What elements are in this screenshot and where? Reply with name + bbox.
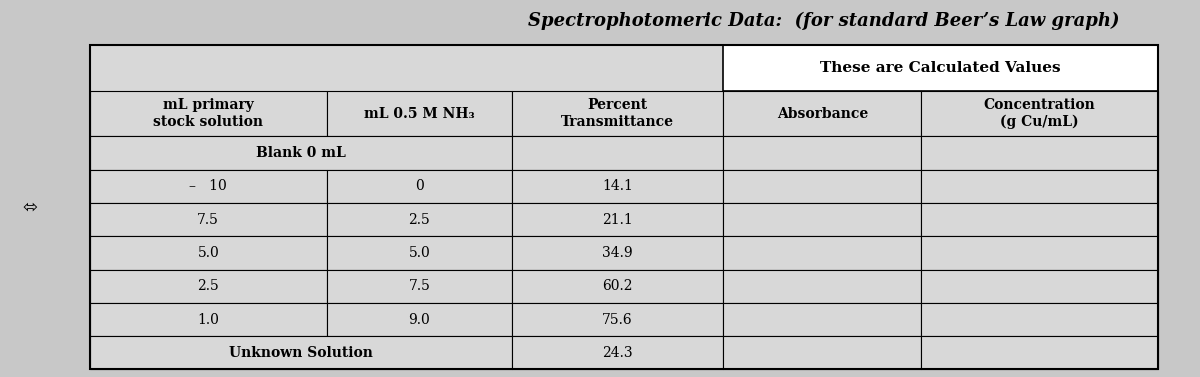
Bar — [922, 136, 1158, 170]
Text: Concentration
(g Cu/mL): Concentration (g Cu/mL) — [984, 98, 1096, 129]
Bar — [90, 45, 1158, 369]
Bar — [90, 91, 326, 136]
Text: 9.0: 9.0 — [408, 313, 431, 326]
Bar — [922, 203, 1158, 236]
Text: ⬄: ⬄ — [23, 198, 37, 216]
Text: mL 0.5 M NH₃: mL 0.5 M NH₃ — [364, 107, 475, 121]
Bar — [724, 303, 922, 336]
Bar — [90, 236, 326, 270]
Text: Blank 0 mL: Blank 0 mL — [256, 146, 346, 160]
Bar — [922, 336, 1158, 369]
Bar — [512, 170, 724, 203]
Bar — [90, 270, 326, 303]
Bar — [724, 336, 922, 369]
Bar — [512, 91, 724, 136]
Bar — [922, 170, 1158, 203]
Text: –   10: – 10 — [190, 179, 227, 193]
Text: 7.5: 7.5 — [408, 279, 431, 293]
Bar — [512, 236, 724, 270]
Text: 1.0: 1.0 — [197, 313, 220, 326]
Bar — [724, 45, 1158, 91]
Bar — [724, 136, 922, 170]
Bar — [724, 203, 922, 236]
Bar — [326, 270, 512, 303]
Bar — [512, 136, 724, 170]
Text: 2.5: 2.5 — [198, 279, 220, 293]
Bar — [90, 45, 1158, 369]
Bar — [512, 203, 724, 236]
Text: Absorbance: Absorbance — [776, 107, 868, 121]
Text: 7.5: 7.5 — [197, 213, 220, 227]
Bar — [90, 336, 512, 369]
Text: 60.2: 60.2 — [602, 279, 632, 293]
Bar — [326, 91, 512, 136]
Text: 14.1: 14.1 — [602, 179, 634, 193]
Text: 5.0: 5.0 — [408, 246, 431, 260]
Bar — [90, 303, 326, 336]
Text: Spectrophotomeric Data:  (for standard Beer’s Law graph): Spectrophotomeric Data: (for standard Be… — [528, 11, 1120, 29]
Bar — [922, 236, 1158, 270]
Bar — [326, 170, 512, 203]
Bar — [922, 303, 1158, 336]
Text: 5.0: 5.0 — [198, 246, 220, 260]
Text: 0: 0 — [415, 179, 424, 193]
Bar — [90, 136, 512, 170]
Bar — [922, 91, 1158, 136]
Text: Unknown Solution: Unknown Solution — [229, 346, 373, 360]
Text: Percent
Transmittance: Percent Transmittance — [562, 98, 674, 129]
Bar — [326, 236, 512, 270]
Bar — [512, 303, 724, 336]
Bar — [326, 303, 512, 336]
Bar — [512, 270, 724, 303]
Bar — [922, 270, 1158, 303]
Text: 21.1: 21.1 — [602, 213, 632, 227]
Bar — [724, 91, 922, 136]
Bar — [724, 170, 922, 203]
Text: 2.5: 2.5 — [408, 213, 431, 227]
Bar — [90, 203, 326, 236]
Bar — [724, 236, 922, 270]
Text: mL primary
stock solution: mL primary stock solution — [154, 98, 263, 129]
Bar — [724, 270, 922, 303]
Bar — [512, 336, 724, 369]
Bar — [90, 170, 326, 203]
Bar — [326, 203, 512, 236]
Text: 75.6: 75.6 — [602, 313, 632, 326]
Text: 24.3: 24.3 — [602, 346, 632, 360]
Text: These are Calculated Values: These are Calculated Values — [821, 61, 1061, 75]
Text: 34.9: 34.9 — [602, 246, 632, 260]
